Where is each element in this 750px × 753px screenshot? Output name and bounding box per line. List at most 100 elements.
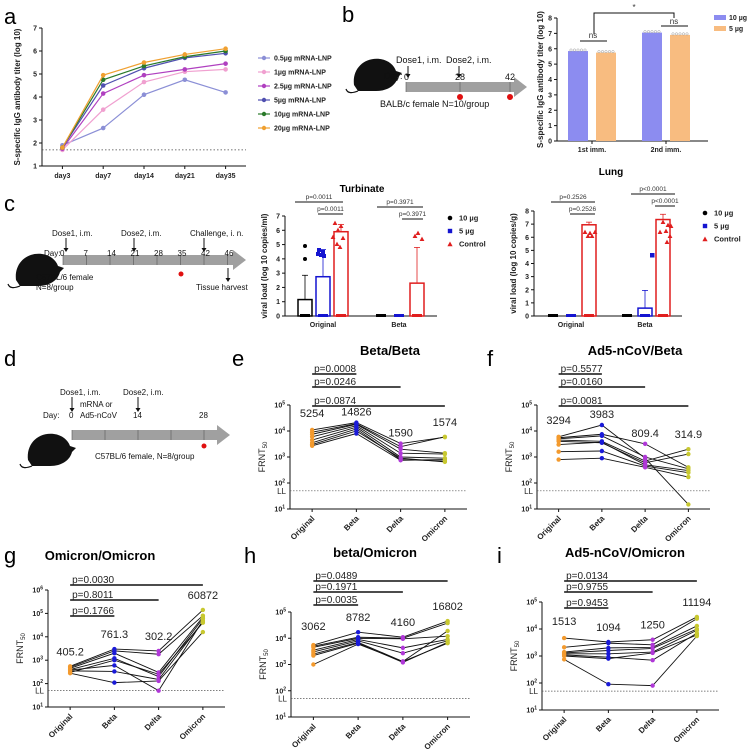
x-tick-label: Original (541, 715, 569, 743)
day-46: 46 (225, 249, 234, 258)
timeline-bar (72, 430, 217, 440)
subject-line (313, 620, 448, 646)
subject-line (558, 435, 689, 470)
data-point (182, 67, 188, 72)
y-tick-label: 2 (276, 285, 280, 292)
x-tick-label: Omicron (178, 712, 208, 742)
p-value-label: p<0.0001 (639, 186, 667, 193)
harvest-label: Tissue harvest (196, 283, 249, 292)
y-tick-label: 3 (33, 118, 37, 125)
legend-marker (702, 223, 708, 229)
panel-label-g: g (4, 543, 16, 568)
data-point (141, 72, 147, 78)
y-axis-label: FRNT50 (258, 649, 270, 680)
subject-line (70, 622, 204, 675)
y-tick-label: 4 (276, 256, 280, 263)
panel-label-b: b (342, 2, 354, 27)
legend-label: 5 µg (714, 222, 730, 231)
y-tick-label: 103 (521, 453, 532, 462)
series-line (62, 79, 226, 146)
data-point (647, 30, 650, 34)
y-tick-label: 5 (276, 242, 280, 249)
y-tick-label: 101 (526, 706, 537, 715)
legend-marker (447, 228, 453, 234)
data-point (330, 234, 336, 239)
legend-marker (702, 236, 708, 242)
data-point (686, 474, 691, 480)
gmt-label: 5254 (300, 408, 324, 420)
x-tick-label: Beta (342, 514, 361, 533)
gmt-label: 314.9 (675, 429, 703, 441)
data-point (303, 257, 307, 261)
data-point (400, 650, 406, 656)
timeline-bar (63, 255, 233, 265)
data-point (561, 653, 567, 659)
bleed-marker (457, 94, 463, 100)
day-28: 28 (199, 411, 208, 420)
subject-line (313, 640, 448, 654)
vaccine-label-2: Ad5-nCoV (80, 411, 118, 420)
data-point (400, 659, 406, 664)
legend-swatch (714, 26, 726, 31)
data-point (589, 233, 595, 238)
data-point (573, 48, 576, 52)
y-tick-label: 102 (32, 679, 43, 688)
gmt-label: 3983 (590, 409, 614, 421)
day-label: Day: (43, 411, 59, 420)
data-point (592, 229, 598, 234)
p-value-label: p=0.1766 (72, 606, 114, 617)
legend-marker (261, 69, 267, 75)
day-28: 28 (154, 249, 163, 258)
data-point (100, 125, 106, 131)
data-point (156, 648, 161, 654)
y-tick-label: 3 (525, 274, 529, 281)
legend-label: Control (459, 240, 486, 249)
x-tick-label: Delta (143, 712, 164, 733)
subject-line (558, 457, 689, 478)
data-point (303, 244, 307, 248)
y-tick-label: 102 (274, 479, 285, 488)
y-tick-label: 5 (525, 248, 529, 255)
subject-line (564, 629, 698, 655)
legend-marker (447, 241, 453, 247)
data-point (442, 451, 448, 457)
data-point (112, 650, 117, 656)
p-value-label: p=0.8011 (72, 590, 114, 601)
data-point (60, 145, 65, 150)
data-point (100, 91, 106, 96)
p-value-label: p=0.0030 (72, 575, 114, 586)
y-tick-label: 104 (526, 625, 537, 634)
y-tick-label: 101 (521, 505, 532, 514)
subject-line (311, 426, 445, 459)
legend-marker (447, 215, 453, 221)
y-tick-label: 5 (33, 72, 37, 79)
data-point (675, 32, 678, 36)
data-point (694, 633, 700, 639)
data-point (650, 657, 655, 663)
y-tick-label: 6 (33, 49, 37, 56)
subject-line (564, 632, 698, 661)
arrow-icon (201, 248, 207, 252)
subject-line (558, 441, 689, 472)
data-point (200, 629, 206, 635)
y-tick-label: 101 (32, 703, 43, 712)
legend-label: Control (714, 235, 741, 244)
data-point (400, 636, 406, 642)
data-point (112, 669, 117, 674)
data-point (654, 30, 657, 34)
data-points-zero (622, 314, 632, 317)
day-28: 28 (455, 72, 465, 82)
day-label: Day: (44, 249, 60, 258)
data-point (663, 228, 669, 233)
p-value-label: p=0.3971 (399, 211, 427, 218)
panel-label-f: f (487, 346, 494, 371)
arrow-icon (131, 248, 137, 252)
data-point (67, 670, 73, 676)
y-axis-label: FRNT50 (15, 633, 27, 664)
data-point (585, 233, 591, 238)
data-point (156, 672, 161, 677)
data-point (182, 52, 188, 57)
data-point (650, 253, 655, 258)
chart-title: Lung (599, 167, 623, 178)
